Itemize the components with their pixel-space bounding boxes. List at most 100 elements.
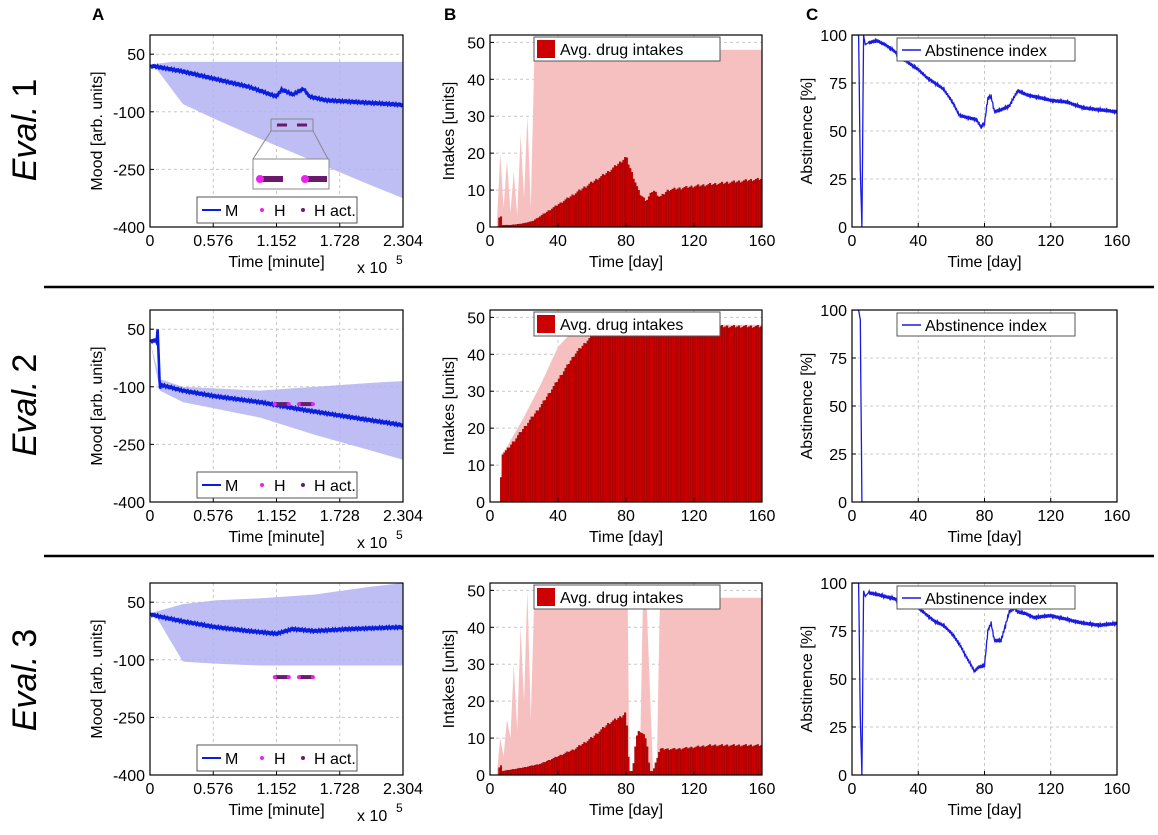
intake-bar-day-7 — [501, 454, 504, 502]
intake-bar-day-130 — [710, 745, 713, 775]
y-tick-label-r1B-4: 40 — [467, 72, 485, 89]
x-tick-label-r3C-1: 40 — [909, 781, 927, 798]
intake-bar-day-35 — [549, 760, 552, 775]
row-label-1-text: Eval. — [6, 106, 44, 182]
y-tick-label-r1C-1: 25 — [829, 172, 847, 189]
intake-bar-day-85 — [634, 746, 637, 775]
x-axis-label-r3B: Time [day] — [589, 802, 663, 819]
intake-bar-day-150 — [744, 325, 747, 502]
x-tick-label-r1A-0: 0 — [146, 233, 155, 250]
x-tick-label-r1A-4: 2.304 — [383, 233, 423, 250]
intake-bar-day-27 — [535, 410, 538, 502]
y-tick-label-r2A-0: 50 — [127, 322, 145, 339]
intake-bar-day-46 — [568, 364, 571, 502]
intake-bar-day-36 — [551, 208, 554, 227]
x-multiplier-r3A: x 10 — [357, 808, 387, 825]
x-tick-label-r2C-1: 40 — [909, 508, 927, 525]
intake-bar-day-44 — [564, 199, 567, 227]
x-axis-label-r1A: Time [minute] — [228, 254, 324, 271]
intake-bar-day-117 — [688, 326, 691, 502]
y-tick-label-r3C-1: 25 — [829, 720, 847, 737]
intake-bar-day-34 — [547, 210, 550, 227]
y-axis-label-r3A: Mood [arb. units] — [89, 619, 106, 738]
intake-bar-day-147 — [739, 746, 742, 775]
x-multiplier-r1A: x 10 — [357, 260, 387, 277]
x-tick-label-r3C-3: 120 — [1037, 781, 1064, 798]
intake-bar-day-97 — [654, 191, 657, 227]
intake-bar-day-99 — [658, 752, 661, 775]
intake-bar-day-45 — [566, 364, 569, 502]
intake-bar-day-132 — [714, 744, 717, 775]
x-tick-label-r3A-1: 0.576 — [193, 781, 233, 798]
row-label-3-text: Eval. — [6, 656, 44, 732]
intake-bar-day-48 — [571, 194, 574, 227]
intake-bar-day-80 — [625, 157, 628, 227]
intake-bar-day-143 — [732, 325, 735, 502]
h-marker-1 — [296, 402, 301, 407]
mood-range-band — [150, 340, 403, 460]
intake-bar-day-94 — [649, 325, 652, 502]
x-tick-label-r2C-3: 120 — [1037, 508, 1064, 525]
intake-bar-day-93 — [647, 325, 650, 502]
legend-box-r2C — [896, 312, 1076, 337]
intake-bar-day-69 — [607, 327, 610, 502]
y-tick-label-r1A-1: -100 — [113, 105, 145, 122]
plot-area-r1C — [852, 35, 1117, 227]
intake-bar-day-89 — [641, 326, 644, 502]
intake-bar-day-38 — [554, 756, 557, 775]
intake-bar-day-6 — [500, 765, 503, 775]
chart-r1A: 0 0.576 1.152 1.728 2.304 50 -100 -250 -400 Time … — [89, 34, 423, 277]
intake-bar-day-156 — [755, 325, 758, 502]
intake-bar-day-86 — [636, 735, 639, 775]
intake-bar-day-121 — [695, 325, 698, 502]
intake-bar-day-114 — [683, 187, 686, 227]
intake-bar-day-5 — [498, 767, 501, 775]
intake-bar-day-86 — [636, 186, 639, 227]
intake-bar-day-20 — [523, 767, 526, 775]
intake-bar-day-108 — [673, 748, 676, 775]
intake-bar-day-62 — [595, 733, 598, 775]
intake-bar-day-146 — [738, 744, 741, 775]
intake-bar-day-138 — [724, 745, 727, 775]
x-axis-label-r3A: Time [minute] — [228, 802, 324, 819]
intake-bar-day-157 — [756, 744, 759, 775]
y-tick-label-r2A-1: -100 — [113, 380, 145, 397]
intake-bar-day-134 — [717, 745, 720, 775]
intake-bar-day-27 — [535, 218, 538, 227]
legend-label-h-r1A: H — [274, 203, 286, 220]
x-tick-label-r3C-4: 160 — [1104, 781, 1131, 798]
intake-bar-day-36 — [551, 389, 554, 502]
intake-bar-day-102 — [663, 749, 666, 775]
intake-bar-day-128 — [707, 184, 710, 227]
intake-bar-day-25 — [532, 416, 535, 502]
intake-bar-day-10 — [506, 769, 509, 775]
x-multiplier-exp-r2A: 5 — [396, 528, 403, 542]
x-tick-label-r3B-0: 0 — [486, 781, 495, 798]
intake-bar-day-75 — [617, 718, 620, 775]
y-axis-label-r2C: Abstinence [%] — [799, 353, 816, 460]
intake-bar-day-125 — [702, 325, 705, 502]
legend-label-m-r3A: M — [225, 751, 238, 768]
intake-bar-day-103 — [664, 748, 667, 775]
intake-bar-day-154 — [751, 181, 754, 227]
intake-bar-day-124 — [700, 326, 703, 502]
intake-bar-day-121 — [695, 746, 698, 775]
intake-bar-day-67 — [603, 175, 606, 227]
x-tick-label-r3A-2: 1.152 — [256, 781, 296, 798]
intake-bar-day-41 — [559, 375, 562, 502]
intake-bar-day-115 — [685, 746, 688, 775]
intake-bar-day-118 — [690, 325, 693, 502]
intake-bar-day-104 — [666, 748, 669, 775]
intake-bar-day-99 — [658, 326, 661, 502]
intake-bar-day-67 — [603, 331, 606, 502]
y-tick-label-r1A-3: -400 — [113, 220, 145, 237]
x-tick-label-r2B-3: 120 — [681, 508, 708, 525]
intake-bar-day-142 — [731, 744, 734, 775]
intake-bar-day-110 — [676, 188, 679, 227]
intake-bar-day-53 — [579, 348, 582, 502]
intake-bar-day-152 — [748, 326, 751, 502]
intake-bar-day-144 — [734, 327, 737, 502]
intake-bar-day-139 — [726, 744, 729, 775]
intake-bar-day-66 — [602, 329, 605, 502]
